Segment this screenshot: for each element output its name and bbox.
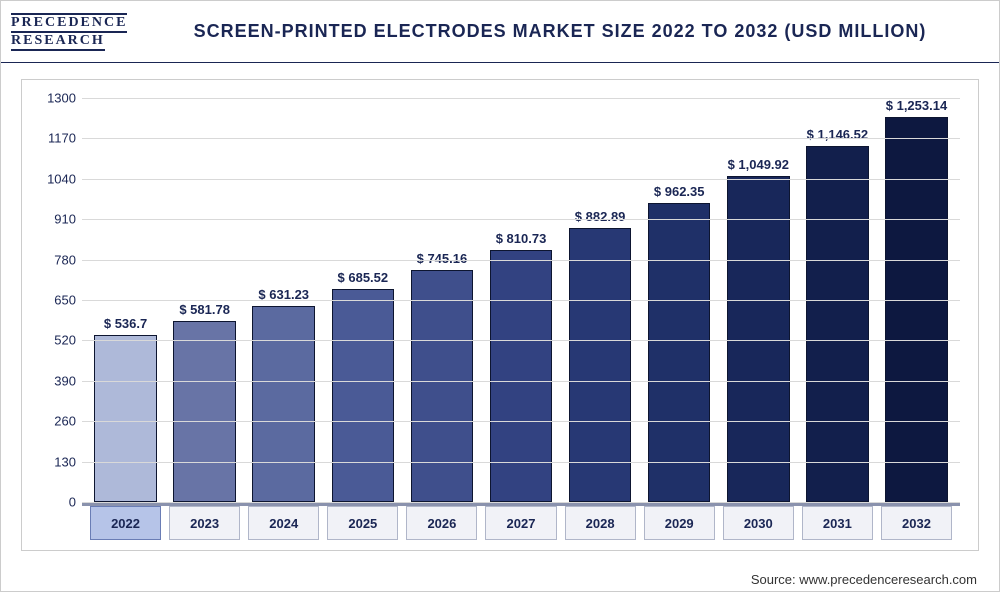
bar: [173, 321, 236, 502]
bar: [411, 270, 474, 502]
logo-line1: PRECEDENCE: [11, 13, 127, 33]
bar: [885, 117, 948, 502]
x-tick[interactable]: 2025: [327, 506, 398, 540]
chart-title: Screen-Printed Electrodes Market Size 20…: [194, 21, 927, 42]
bar-value-label: $ 810.73: [496, 231, 547, 246]
y-tick-label: 780: [32, 252, 76, 267]
x-tick[interactable]: 2029: [644, 506, 715, 540]
grid-line: [82, 340, 960, 341]
bar-value-label: $ 962.35: [654, 184, 705, 199]
bar: [727, 176, 790, 502]
y-tick-label: 1170: [32, 131, 76, 146]
bar: [332, 289, 395, 502]
x-tick[interactable]: 2028: [565, 506, 636, 540]
grid-line: [82, 98, 960, 99]
grid-line: [82, 381, 960, 382]
chart-area: $ 536.7$ 581.78$ 631.23$ 685.52$ 745.16$…: [21, 79, 979, 551]
bar: [648, 203, 711, 502]
y-tick-label: 260: [32, 414, 76, 429]
y-tick-label: 130: [32, 454, 76, 469]
bar: [252, 306, 315, 502]
bar-value-label: $ 882.89: [575, 209, 626, 224]
bar: [806, 146, 869, 502]
source-text: Source: www.precedenceresearch.com: [751, 572, 977, 587]
y-tick-label: 910: [32, 212, 76, 227]
plot-region: $ 536.7$ 581.78$ 631.23$ 685.52$ 745.16$…: [82, 98, 960, 502]
x-tick[interactable]: 2032: [881, 506, 952, 540]
bar-value-label: $ 581.78: [179, 302, 230, 317]
bar-value-label: $ 685.52: [338, 270, 389, 285]
grid-line: [82, 462, 960, 463]
chart-container: PRECEDENCE RESEARCH Screen-Printed Elect…: [0, 0, 1000, 592]
brand-logo: PRECEDENCE RESEARCH: [11, 8, 131, 56]
x-axis: 202220232024202520262027 2028202920302031…: [82, 506, 960, 540]
bar-value-label: $ 1,049.92: [728, 157, 789, 172]
grid-line: [82, 421, 960, 422]
bar-value-label: $ 1,146.52: [807, 127, 868, 142]
x-tick[interactable]: 2026: [406, 506, 477, 540]
y-tick-label: 390: [32, 373, 76, 388]
grid-line: [82, 219, 960, 220]
grid-line: [82, 300, 960, 301]
x-tick[interactable]: 2022: [90, 506, 161, 540]
grid-line: [82, 179, 960, 180]
x-tick[interactable]: 2023: [169, 506, 240, 540]
grid-line: [82, 138, 960, 139]
bar: [94, 335, 157, 502]
title-wrap: Screen-Printed Electrodes Market Size 20…: [131, 21, 989, 42]
y-tick-label: 0: [32, 495, 76, 510]
bar-value-label: $ 536.7: [104, 316, 147, 331]
logo-line2: RESEARCH: [11, 33, 105, 51]
bar: [490, 250, 553, 502]
y-tick-label: 1300: [32, 91, 76, 106]
y-tick-label: 520: [32, 333, 76, 348]
grid-line: [82, 502, 960, 503]
x-tick[interactable]: 2031: [802, 506, 873, 540]
y-tick-label: 650: [32, 293, 76, 308]
x-tick[interactable]: 2027: [485, 506, 556, 540]
header: PRECEDENCE RESEARCH Screen-Printed Elect…: [1, 1, 999, 63]
x-tick[interactable]: 2030: [723, 506, 794, 540]
bar-value-label: $ 1,253.14: [886, 98, 947, 113]
y-tick-label: 1040: [32, 171, 76, 186]
grid-line: [82, 260, 960, 261]
x-tick[interactable]: 2024: [248, 506, 319, 540]
